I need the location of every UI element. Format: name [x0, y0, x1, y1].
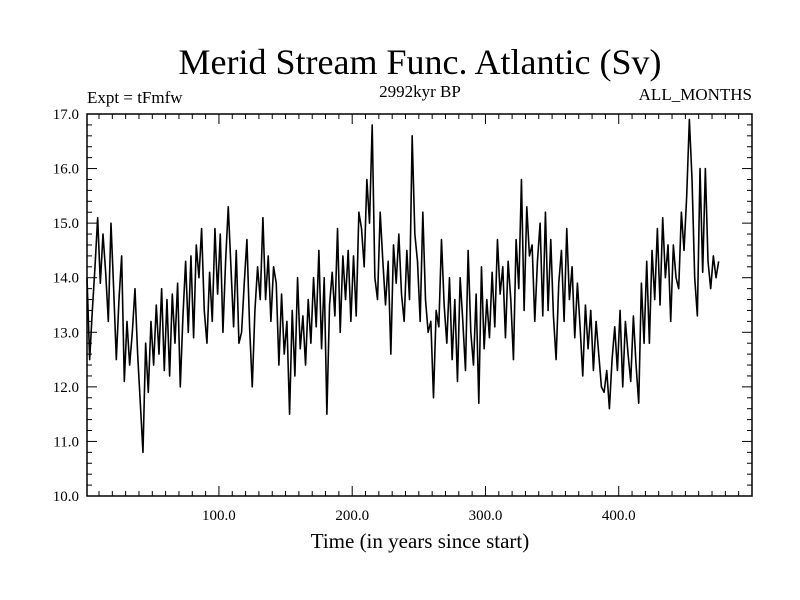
y-tick-label: 10.0 — [53, 489, 79, 505]
y-tick-label: 17.0 — [53, 107, 79, 123]
plot-frame — [86, 113, 753, 497]
x-tick-label: 400.0 — [602, 508, 636, 524]
x-tick-label: 100.0 — [202, 508, 236, 524]
y-tick-label: 16.0 — [53, 162, 79, 178]
y-tick-label: 15.0 — [53, 216, 79, 232]
plot-area — [86, 118, 720, 454]
x-tick-label: 300.0 — [469, 508, 503, 524]
y-tick-label: 14.0 — [53, 271, 79, 287]
y-axis: 10.0 11.0 12.0 13.0 14.0 15.0 16.0 17.0 — [53, 107, 752, 505]
y-tick-label: 12.0 — [53, 380, 79, 396]
subtitle-time: 2992kyr BP — [379, 82, 461, 101]
subtitle-months: ALL_MONTHS — [639, 85, 752, 104]
y-tick-label: 11.0 — [53, 434, 79, 450]
x-tick-label: 200.0 — [335, 508, 369, 524]
chart-title: Merid Stream Func. Atlantic (Sv) — [179, 42, 662, 82]
series-line — [86, 118, 720, 454]
y-tick-label: 13.0 — [53, 325, 79, 341]
subtitle-experiment: Expt = tFmfw — [87, 88, 183, 107]
x-axis-label: Time (in years since start) — [311, 529, 530, 553]
x-axis: 100.0 200.0 300.0 400.0 — [98, 114, 753, 524]
